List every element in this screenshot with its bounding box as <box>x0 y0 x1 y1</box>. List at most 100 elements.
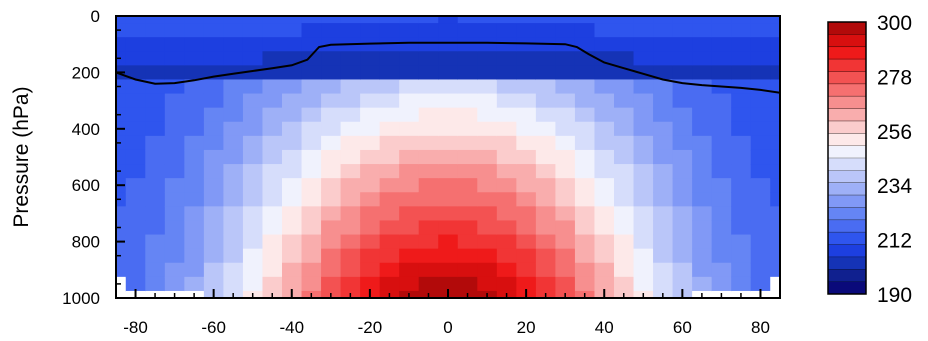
heatmap-cell <box>360 107 381 123</box>
heatmap-cell <box>750 192 771 207</box>
heatmap-cell <box>770 290 780 298</box>
colorbar-swatch <box>828 108 866 122</box>
heatmap-cell <box>535 65 557 81</box>
heatmap-cell <box>457 276 478 292</box>
heatmap-cell <box>418 178 439 193</box>
tropopause-contour-line <box>116 41 780 94</box>
heatmap-cell <box>282 107 303 123</box>
heatmap-cell <box>672 234 693 250</box>
heatmap-cell <box>262 121 283 137</box>
heatmap-cell <box>184 220 205 236</box>
heatmap-cell <box>399 93 420 109</box>
colorbar-swatch <box>828 269 866 283</box>
heatmap-cell <box>282 220 303 236</box>
heatmap-cell <box>223 121 244 137</box>
heatmap-cell <box>223 220 244 236</box>
heatmap-cell <box>223 79 244 95</box>
heatmap-cell <box>731 206 752 222</box>
heatmap-cell <box>379 121 400 137</box>
heatmap-cell <box>360 149 381 165</box>
heatmap-cell <box>242 16 264 24</box>
heatmap-cell <box>418 149 439 165</box>
heatmap-cell <box>203 178 225 193</box>
heatmap-cell <box>242 65 264 81</box>
heatmap-cell <box>692 65 713 81</box>
heatmap-cell <box>116 23 127 38</box>
heatmap-cell <box>223 23 244 38</box>
heatmap-cell <box>262 164 283 179</box>
heatmap-cell <box>223 276 244 292</box>
heatmap-cell <box>496 16 517 24</box>
heatmap-cell <box>516 107 537 123</box>
heatmap-cell <box>164 234 185 250</box>
heatmap-cell <box>731 135 752 151</box>
heatmap-cell <box>614 149 635 165</box>
heatmap-cell <box>379 65 400 81</box>
heatmap-cell <box>145 93 166 109</box>
heatmap-cell <box>418 79 439 95</box>
heatmap-cell <box>282 121 303 137</box>
heatmap-cell <box>731 121 752 137</box>
heatmap-cell <box>301 206 322 222</box>
heatmap-cell <box>614 178 635 193</box>
heatmap-cell <box>653 234 674 250</box>
heatmap-cell <box>223 37 244 52</box>
heatmap-cell <box>614 276 635 292</box>
heatmap-cell <box>711 135 732 151</box>
heatmap-cell <box>438 51 459 66</box>
heatmap-cell <box>770 135 780 151</box>
heatmap-cell <box>301 262 322 278</box>
heatmap-cell <box>184 178 205 193</box>
y-tick-label: 800 <box>72 233 100 252</box>
heatmap-cell <box>711 248 732 264</box>
heatmap-cell <box>614 107 635 123</box>
heatmap-cell <box>418 248 439 264</box>
heatmap-cell <box>116 220 127 236</box>
x-tick-label: -40 <box>279 318 304 337</box>
colorbar-label: 190 <box>877 284 912 307</box>
heatmap-cell <box>477 192 498 207</box>
heatmap-cell <box>672 276 693 292</box>
heatmap-cell <box>399 121 420 137</box>
heatmap-cell <box>282 149 303 165</box>
x-tick-label: -60 <box>201 318 226 337</box>
heatmap-cell <box>379 206 400 222</box>
heatmap-cell <box>379 262 400 278</box>
heatmap-cell <box>516 206 537 222</box>
heatmap-cell <box>653 51 674 66</box>
heatmap-cell <box>145 121 166 137</box>
heatmap-cell <box>262 220 283 236</box>
heatmap-cell <box>457 121 478 137</box>
heatmap-cell <box>438 107 459 123</box>
heatmap-cell <box>242 93 264 109</box>
x-tick-label: 40 <box>595 318 614 337</box>
heatmap-cell <box>360 178 381 193</box>
heatmap-cell <box>477 178 498 193</box>
heatmap-cell <box>770 234 780 250</box>
heatmap-cell <box>438 121 459 137</box>
heatmap-cell <box>418 107 439 123</box>
heatmap-cell <box>692 164 713 179</box>
heatmap-cell <box>574 276 596 292</box>
heatmap-cell <box>516 79 537 95</box>
heatmap-cell <box>535 248 557 264</box>
heatmap-cell <box>321 234 342 250</box>
heatmap-cell <box>418 220 439 236</box>
heatmap-cell <box>399 149 420 165</box>
heatmap-cell <box>145 16 166 24</box>
heatmap-cell <box>340 79 361 95</box>
heatmap-cell <box>438 164 459 179</box>
heatmap-cell <box>535 234 557 250</box>
heatmap-cell <box>301 107 322 123</box>
heatmap-cell <box>535 206 557 222</box>
colorbar-swatch <box>828 34 866 48</box>
heatmap-cell <box>125 65 146 81</box>
heatmap-cell <box>457 23 478 38</box>
heatmap-cell <box>116 248 127 264</box>
heatmap-cell <box>770 206 780 222</box>
heatmap-cell <box>750 23 771 38</box>
heatmap-cell <box>711 23 732 38</box>
heatmap-cell <box>750 65 771 81</box>
heatmap-cell <box>477 16 498 24</box>
heatmap-cell <box>164 178 185 193</box>
